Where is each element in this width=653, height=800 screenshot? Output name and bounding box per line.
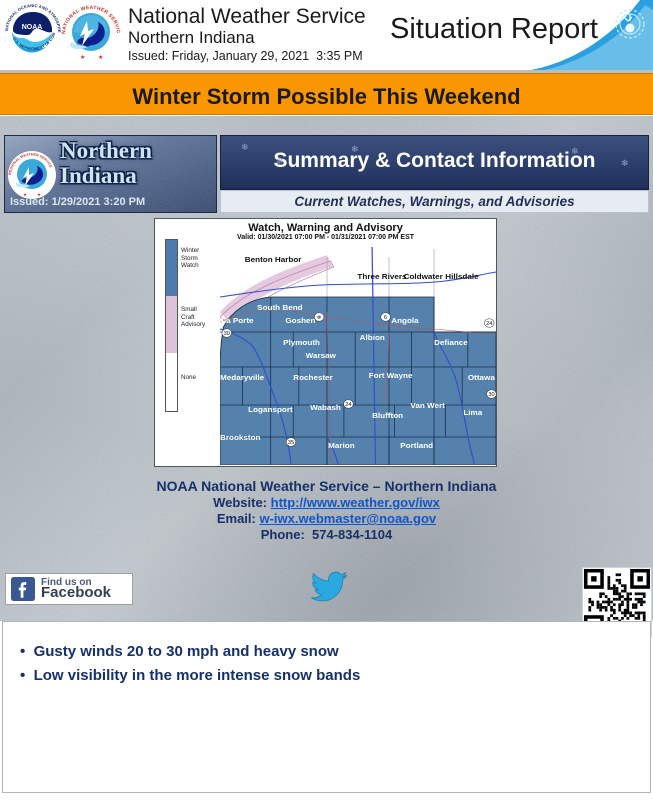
svg-text:NOAA: NOAA [22,24,43,31]
svg-text:Fort Wayne: Fort Wayne [369,371,413,379]
svg-text:Portland: Portland [400,441,433,449]
svg-text:Warsaw: Warsaw [306,351,336,359]
svg-text:★: ★ [80,54,85,61]
svg-text:Van Wert: Van Wert [410,401,445,409]
svg-text:30: 30 [224,331,230,337]
svg-text:Wauseon: Wauseon [448,319,484,327]
svg-text:Ottawa: Ottawa [468,373,496,381]
svg-text:❄: ❄ [317,315,322,321]
svg-text:Plymouth: Plymouth [283,338,320,346]
svg-text:24: 24 [345,402,351,408]
svg-text:24: 24 [486,321,492,327]
svg-text:Defiance: Defiance [434,338,468,346]
svg-text:Logansport: Logansport [248,405,293,413]
svg-text:Three Rivers: Three Rivers [357,272,406,280]
svg-text:30: 30 [488,392,494,398]
svg-text:Medaryville: Medaryville [220,373,264,381]
svg-text:Hillsdale: Hillsdale [445,272,478,280]
svg-text:35: 35 [288,440,294,446]
svg-text:La Porte: La Porte [221,316,253,324]
svg-text:Goshen: Goshen [285,316,315,324]
svg-text:Lima: Lima [463,408,483,416]
svg-text:Wabash: Wabash [310,403,341,411]
svg-text:Bluffton: Bluffton [372,411,403,419]
svg-text:South Bend: South Bend [257,303,303,311]
svg-text:Angola: Angola [391,316,419,324]
svg-text:Marion: Marion [328,441,355,449]
svg-text:Albion: Albion [360,333,386,341]
svg-text:Coldwater: Coldwater [404,272,443,280]
svg-text:Rochester: Rochester [293,373,333,381]
svg-text:★: ★ [98,54,103,61]
svg-text:Benton Harbor: Benton Harbor [245,255,302,263]
svg-text:Brookston: Brookston [220,433,261,441]
svg-text:6: 6 [384,315,387,321]
